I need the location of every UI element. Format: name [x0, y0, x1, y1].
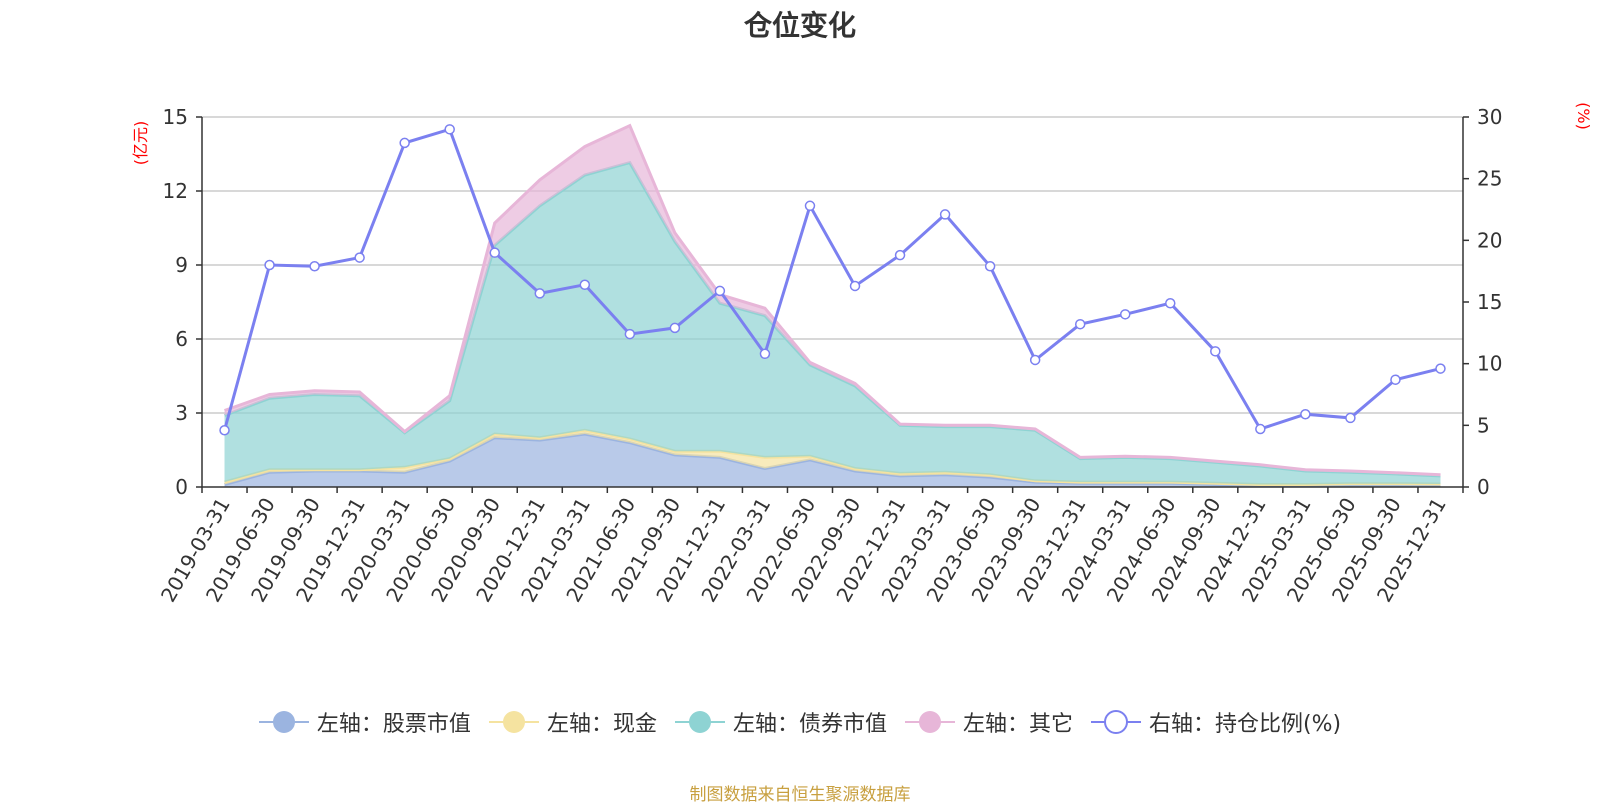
ratio-point [1435, 363, 1446, 374]
legend-label: 左轴：现金 [546, 712, 657, 737]
legend-filled-circle-icon [674, 711, 725, 733]
legend-item[interactable]: 左轴：其它 [904, 706, 1073, 738]
ratio-point [984, 260, 996, 272]
ratio-point [1390, 374, 1401, 385]
area-fill [224, 434, 1441, 487]
ratio-point [1345, 412, 1356, 424]
ratio-point [1165, 297, 1176, 309]
legend-item[interactable]: 左轴：债券市值 [674, 706, 887, 738]
ratio-point [894, 249, 906, 261]
ratio-point [714, 285, 726, 297]
left-tick-label: 12 [163, 179, 188, 203]
left-tick-label: 0 [175, 475, 188, 499]
left-axis-unit: (亿元) [131, 121, 150, 166]
right-tick-label: 10 [1477, 352, 1502, 376]
legend: 左轴：股票市值 左轴：现金 左轴：债券市值 左轴：其它 右轴：持仓比例(%) [0, 706, 1600, 738]
legend-filled-circle-icon [904, 711, 955, 733]
ratio-point [669, 322, 681, 334]
ratio-point [579, 279, 591, 290]
right-tick-label: 20 [1477, 228, 1502, 252]
ratio-point [1210, 346, 1221, 357]
ratio-point [534, 288, 546, 299]
legend-label: 右轴：持仓比例(%) [1148, 712, 1342, 737]
ratio-point [489, 247, 500, 258]
left-tick-label: 6 [175, 327, 188, 351]
legend-item[interactable]: 左轴：现金 [488, 706, 657, 738]
right-axis-unit: (%) [1574, 102, 1593, 130]
area-fill [224, 125, 1441, 476]
axes: 036912150510152025302019-03-312019-06-30… [156, 105, 1503, 606]
right-tick-label: 30 [1477, 105, 1502, 129]
legend-label: 左轴：其它 [962, 712, 1073, 737]
right-tick-label: 25 [1477, 167, 1502, 191]
right-tick-label: 0 [1477, 475, 1490, 499]
legend-label: 左轴：债券市值 [732, 712, 887, 737]
grid-lines [202, 116, 1463, 414]
chart-title: 仓位变化 [743, 9, 856, 42]
ratio-point [624, 328, 636, 340]
ratio-line [223, 127, 1441, 431]
area-fill [224, 162, 1441, 485]
ratio-point [1300, 408, 1311, 420]
ratio-point [399, 137, 410, 149]
left-tick-label: 9 [175, 253, 188, 277]
ratio-point [264, 259, 275, 271]
legend-item[interactable]: 右轴：持仓比例(%) [1090, 706, 1342, 738]
ratio-point [804, 200, 816, 212]
ratio-point [444, 124, 455, 135]
ratio-point [759, 348, 771, 360]
legend-item[interactable]: 左轴：股票市值 [258, 706, 471, 738]
ratio-point [1255, 423, 1266, 435]
area-series [223, 123, 1441, 488]
area-edge-line [223, 123, 1441, 477]
ratio-point [1119, 309, 1131, 320]
legend-filled-circle-icon [258, 711, 309, 733]
ratio-point [849, 280, 861, 292]
ratio-line-series [219, 124, 1446, 436]
ratio-point [309, 260, 320, 272]
legend-label: 左轴：股票市值 [316, 712, 471, 737]
legend-filled-circle-icon [488, 711, 539, 733]
left-tick-label: 15 [163, 105, 188, 129]
ratio-point [939, 209, 951, 220]
legend-line-circle-icon [1090, 710, 1141, 734]
right-tick-label: 5 [1477, 413, 1490, 437]
ratio-point [1029, 354, 1041, 366]
ratio-point [219, 425, 230, 436]
left-tick-label: 3 [175, 401, 188, 425]
ratio-point [354, 252, 365, 263]
ratio-point [1074, 318, 1086, 330]
data-source-note: 制图数据来自恒生聚源数据库 [689, 785, 911, 805]
right-tick-label: 15 [1477, 290, 1502, 314]
